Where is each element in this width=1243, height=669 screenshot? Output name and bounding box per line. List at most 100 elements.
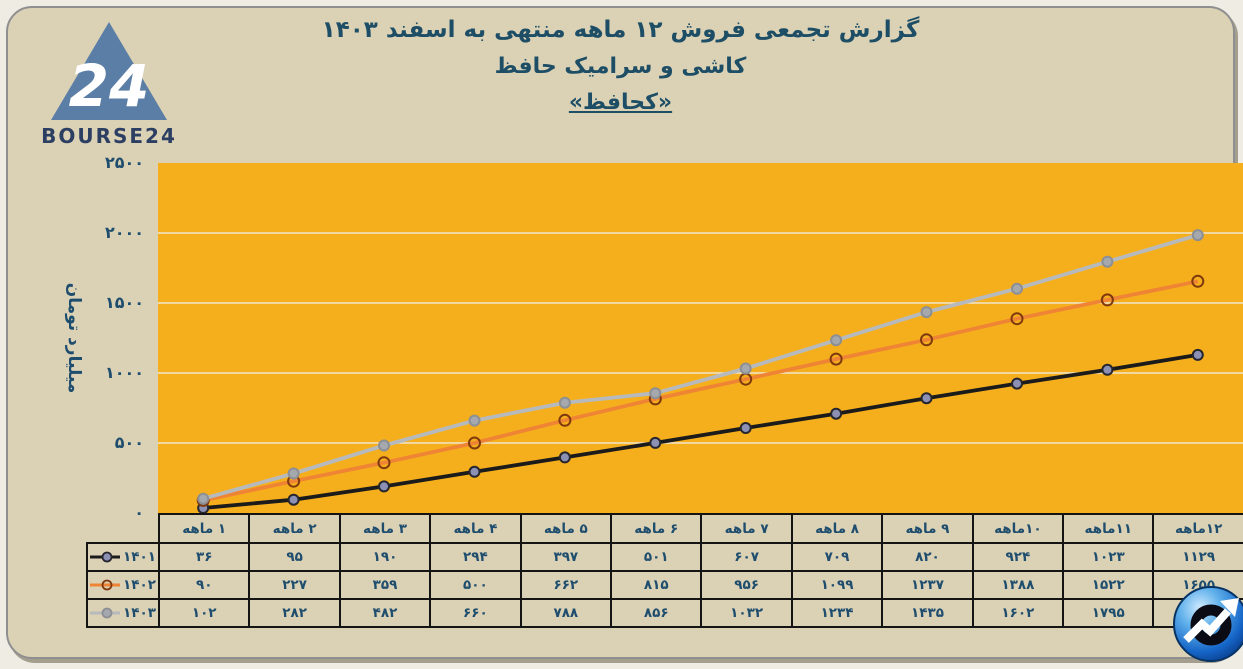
table-cell: ۲۸۲ bbox=[248, 598, 341, 628]
table-header-month: ۱۰ماهه bbox=[971, 513, 1065, 544]
table-cell: ۶۰۷ bbox=[700, 542, 793, 572]
table-cell: ۱۰۹۹ bbox=[790, 570, 884, 600]
data-point bbox=[1011, 377, 1023, 390]
table-header-month: ۹ ماهه bbox=[881, 513, 974, 544]
table-cell: ۳۵۹ bbox=[338, 570, 432, 600]
data-point bbox=[1010, 312, 1024, 326]
data-point bbox=[830, 334, 843, 347]
data-point bbox=[1101, 363, 1114, 376]
table-cell: ۱۵۲۲ bbox=[1062, 570, 1155, 600]
table-cell: ۸۵۶ bbox=[610, 598, 703, 628]
data-point bbox=[649, 436, 662, 449]
series-line-۱۴۰۱ bbox=[203, 353, 1199, 510]
legend-line-sample-icon bbox=[90, 579, 121, 591]
y-tick-label: ۱۵۰۰ bbox=[104, 293, 144, 312]
bourse24-triangle-icon: 24 bbox=[51, 22, 167, 120]
data-table: ۱ ماهه ۲ ماهه ۳ ماهه ۴ ماهه ۵ ماهه ۶ ماهه ۷ ما… bbox=[86, 513, 1243, 628]
table-cell: ۸۲۰ bbox=[881, 542, 974, 572]
legend-line-sample-icon bbox=[90, 607, 121, 619]
table-cell: ۱۹۰ bbox=[338, 542, 432, 572]
table-cell: ۶۶۲ bbox=[519, 570, 613, 600]
table-cell: ۳۶ bbox=[157, 542, 251, 572]
table-cell: ۲۹۴ bbox=[429, 542, 522, 572]
data-point bbox=[468, 465, 481, 478]
y-tick-label: ۲۵۰۰ bbox=[104, 153, 144, 172]
table-header-month: ۴ ماهه bbox=[429, 513, 522, 544]
legend-year-label: ۱۴۰۲ bbox=[123, 577, 156, 593]
data-point bbox=[1101, 255, 1114, 268]
table-cell: ۵۰۱ bbox=[610, 542, 703, 572]
data-point bbox=[197, 492, 210, 505]
table-row-۱۴۰۲: ۱۴۰۲ ۹۰ ۲۲۷ ۳۵۹ ۵۰۰ ۶۶۲ ۸۱۵ ۹۵۶ ۱۰۹۹ ۱۲۳۷ ۱۳۸۸ ۱۵۲۲… bbox=[86, 570, 1243, 600]
table-cell: ۹۰ bbox=[157, 570, 251, 600]
table-cell: ۹۵ bbox=[248, 542, 341, 572]
table-row-۱۴۰۱: ۱۴۰۱ ۳۶ ۹۵ ۱۹۰ ۲۹۴ ۳۹۷ ۵۰۱ ۶۰۷ ۷۰۹ ۸۲۰ ۹۲۴ ۱۰۲۳ ۱۱۲۹ bbox=[86, 542, 1243, 572]
data-point bbox=[558, 451, 571, 464]
report-card: 24 BOURSE24 گزارش تجمعی فروش ۱۲ ماهه منت… bbox=[6, 6, 1243, 662]
legend-cell: ۱۴۰۳ bbox=[86, 598, 160, 628]
table-corner-blank bbox=[87, 514, 159, 543]
table-header-month: ۲ ماهه bbox=[248, 513, 341, 544]
table-header-month: ۱۲ماهه bbox=[1152, 513, 1243, 544]
legend-year-label: ۱۴۰۱ bbox=[123, 549, 156, 565]
table-cell: ۱۲۳۷ bbox=[881, 570, 974, 600]
legend-cell: ۱۴۰۲ bbox=[86, 570, 160, 600]
table-cell: ۱۰۲۳ bbox=[1062, 542, 1155, 572]
data-point bbox=[920, 306, 933, 319]
table-cell: ۱۳۸۸ bbox=[971, 570, 1065, 600]
data-point bbox=[920, 333, 933, 347]
table-cell: ۳۹۷ bbox=[519, 542, 613, 572]
data-point bbox=[1191, 274, 1205, 288]
legend-year-label: ۱۴۰۳ bbox=[123, 605, 156, 621]
series-line-۱۴۰۲ bbox=[202, 279, 1199, 503]
table-cell: ۴۸۲ bbox=[338, 598, 432, 628]
data-point bbox=[558, 413, 572, 427]
trend-arrow-logo-icon bbox=[1172, 585, 1243, 663]
table-cell: ۲۲۷ bbox=[248, 570, 341, 600]
data-point bbox=[829, 352, 843, 366]
brand-name: BOURSE24 bbox=[41, 124, 177, 148]
data-point bbox=[1011, 282, 1023, 295]
data-point bbox=[287, 467, 300, 480]
company-name: کاشی و سرامیک حافظ bbox=[494, 54, 747, 79]
legend-cell: ۱۴۰۱ bbox=[86, 542, 160, 572]
bourse24-logo: 24 BOURSE24 bbox=[34, 20, 184, 148]
data-point bbox=[378, 480, 390, 493]
y-tick-label: ۲۰۰۰ bbox=[104, 223, 144, 242]
table-cell: ۸۱۵ bbox=[610, 570, 703, 600]
svg-text:24: 24 bbox=[69, 52, 150, 120]
chart-title-block: گزارش تجمعی فروش ۱۲ ماهه منتهی به اسفند … bbox=[8, 12, 1233, 121]
table-header-month: ۶ ماهه bbox=[610, 513, 703, 544]
table-cell: ۷۸۸ bbox=[519, 598, 613, 628]
data-point bbox=[287, 493, 300, 506]
table-row-۱۴۰۳: ۱۴۰۳ ۱۰۲ ۲۸۲ ۴۸۲ ۶۶۰ ۷۸۸ ۸۵۶ ۱۰۳۲ ۱۲۳۴ ۱۴۳۵ ۱۶۰۲ ۱۷… bbox=[86, 598, 1243, 628]
data-point bbox=[1191, 229, 1204, 242]
table-cell: ۵۰۰ bbox=[429, 570, 522, 600]
line-chart bbox=[158, 163, 1243, 513]
table-cell: ۱۰۲ bbox=[157, 598, 251, 628]
data-point bbox=[468, 414, 481, 427]
table-header-month: ۵ ماهه bbox=[519, 513, 613, 544]
ticker-symbol: «کحافظ» bbox=[568, 90, 673, 115]
table-header-month: ۷ ماهه bbox=[700, 513, 793, 544]
table-header-month: ۱۱ماهه bbox=[1062, 513, 1155, 544]
y-tick-label: ۱۰۰۰ bbox=[104, 363, 144, 382]
data-point bbox=[1100, 293, 1114, 307]
data-point bbox=[468, 436, 481, 450]
data-point bbox=[739, 422, 752, 434]
table-cell: ۱۱۲۹ bbox=[1152, 542, 1243, 572]
legend-line-sample-icon bbox=[90, 551, 121, 563]
data-point bbox=[739, 362, 752, 375]
table-header-month: ۸ ماهه bbox=[790, 513, 884, 544]
series-line-۱۴۰۳ bbox=[202, 233, 1199, 501]
table-header-month: ۳ ماهه bbox=[338, 513, 432, 544]
plot-area bbox=[158, 163, 1243, 513]
table-cell: ۱۲۳۴ bbox=[790, 598, 884, 628]
table-cell: ۶۶۰ bbox=[429, 598, 522, 628]
data-point bbox=[649, 387, 662, 400]
table-cell: ۹۲۴ bbox=[971, 542, 1065, 572]
data-point bbox=[920, 392, 933, 405]
table-header-month: ۱ ماهه bbox=[157, 513, 251, 544]
data-point bbox=[378, 439, 390, 452]
